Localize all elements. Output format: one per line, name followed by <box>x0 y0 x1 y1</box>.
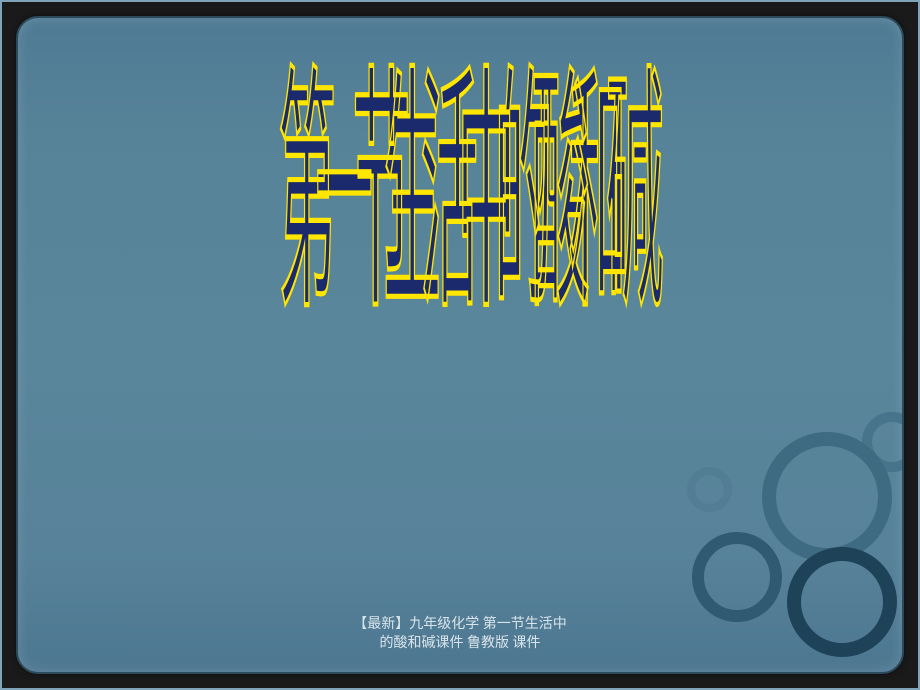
outer-frame: 第一节 生活中的酸和碱 【最新】九年级化学 第一节生活中 的酸和碱课件 鲁教版 … <box>0 0 920 690</box>
slide-title: 第一节 生活中的酸和碱 <box>18 68 902 168</box>
slide-footer: 【最新】九年级化学 第一节生活中 的酸和碱课件 鲁教版 课件 <box>18 615 902 654</box>
ring-icon <box>762 432 892 562</box>
footer-line-2: 的酸和碱课件 鲁教版 课件 <box>18 634 902 654</box>
ring-icon <box>692 532 782 622</box>
ring-icon <box>687 467 732 512</box>
inner-panel: 第一节 生活中的酸和碱 【最新】九年级化学 第一节生活中 的酸和碱课件 鲁教版 … <box>16 16 904 674</box>
footer-line-1: 【最新】九年级化学 第一节生活中 <box>18 615 902 635</box>
title-glyphs: 第一节 生活中的酸和碱 <box>278 68 643 328</box>
presentation-slide: 第一节 生活中的酸和碱 【最新】九年级化学 第一节生活中 的酸和碱课件 鲁教版 … <box>0 0 920 690</box>
